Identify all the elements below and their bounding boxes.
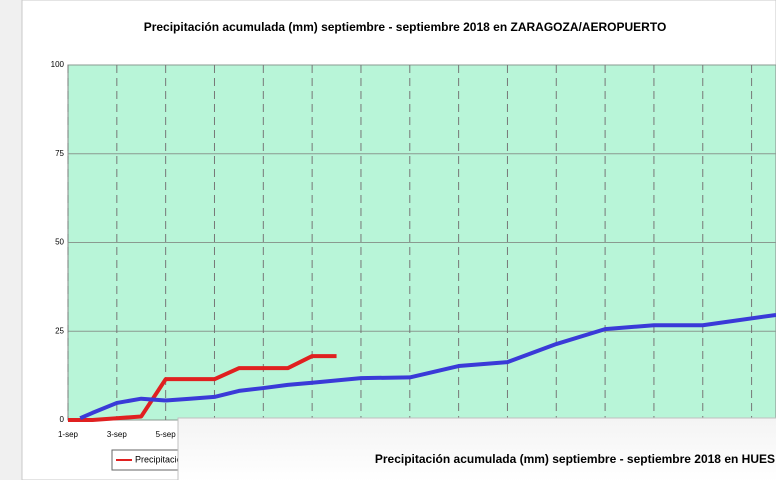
y-tick-label: 75 (55, 149, 64, 158)
overlay-window: Precipitación acumulada (mm) septiembre … (177, 417, 776, 480)
plot: 02550751001-sep3-sep5-sep7-sep9-sep11-se… (51, 60, 776, 439)
legend: Precipitación (111, 449, 187, 471)
overlay-title: Precipitación acumulada (mm) septiembre … (375, 452, 775, 466)
series-line (79, 312, 776, 421)
x-tick-label: 1-sep (58, 430, 79, 439)
chart-title: Precipitación acumulada (mm) septiembre … (144, 20, 667, 34)
overlay-panel (177, 417, 776, 480)
x-tick-label: 3-sep (107, 430, 128, 439)
series-line (68, 354, 337, 422)
y-tick-label: 0 (60, 415, 65, 424)
x-tick-label: 5-sep (156, 430, 177, 439)
y-tick-label: 25 (55, 326, 64, 335)
y-tick-label: 50 (55, 238, 64, 247)
y-tick-label: 100 (51, 60, 65, 69)
legend-label: Precipitación (135, 454, 187, 464)
